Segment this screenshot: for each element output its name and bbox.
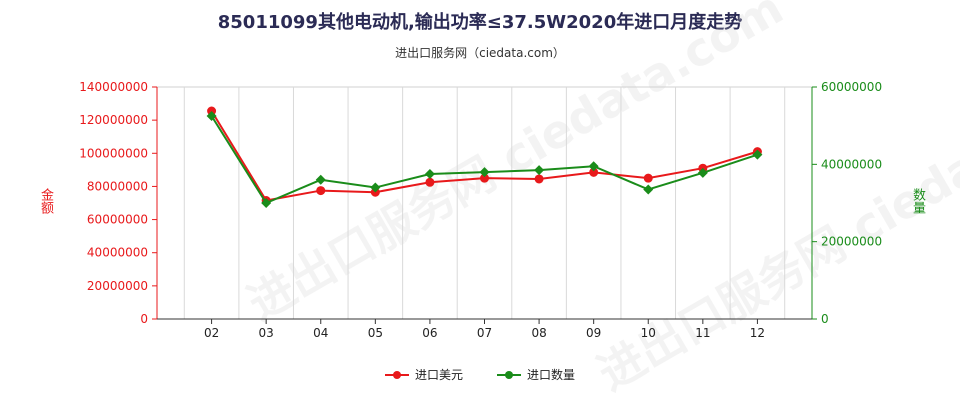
y-tick-left-label: 20000000 xyxy=(87,279,148,293)
legend-label-quantity: 进口数量 xyxy=(527,368,576,382)
legend: 进口美元 进口数量 xyxy=(0,366,960,383)
legend-label-amount: 进口美元 xyxy=(414,368,463,382)
data-point-quantity xyxy=(588,161,599,172)
y-tick-left-label: 100000000 xyxy=(79,146,148,160)
x-tick-label: 05 xyxy=(368,326,383,340)
y-tick-left-label: 60000000 xyxy=(87,213,148,227)
y-tick-right-label: 20000000 xyxy=(821,235,882,249)
y-tick-left-label: 140000000 xyxy=(79,80,148,94)
x-tick-label: 10 xyxy=(641,326,656,340)
legend-marker-amount xyxy=(384,369,409,381)
x-tick-label: 04 xyxy=(313,326,328,340)
y-tick-left-label: 120000000 xyxy=(79,113,148,127)
x-tick-label: 12 xyxy=(750,326,765,340)
data-point-amount xyxy=(534,174,544,184)
y-tick-left-label: 0 xyxy=(140,312,148,326)
data-point-amount xyxy=(589,167,599,177)
data-point-quantity xyxy=(752,149,763,160)
data-point-quantity xyxy=(206,111,217,121)
y-tick-right-label: 40000000 xyxy=(821,157,882,171)
data-point-quantity xyxy=(643,184,654,195)
legend-marker-quantity xyxy=(497,369,521,381)
x-tick-label: 07 xyxy=(477,326,492,340)
data-point-amount xyxy=(425,177,435,187)
data-point-amount xyxy=(316,186,326,196)
data-point-amount xyxy=(480,173,489,183)
x-tick-label: 03 xyxy=(259,326,274,340)
data-point-amount xyxy=(643,173,653,183)
y-axis-left-label: 金额 xyxy=(38,188,53,214)
x-tick-label: 06 xyxy=(422,326,437,340)
plot-frame xyxy=(156,86,813,320)
x-tick-label: 02 xyxy=(204,326,219,340)
chart-title: 85011099其他电动机,输出功率≤37.5W2020年进口月度走势 xyxy=(217,12,743,33)
data-point-quantity xyxy=(697,167,708,178)
legend-item-amount[interactable]: 进口美元 xyxy=(384,366,463,383)
legend-item-quantity[interactable]: 进口数量 xyxy=(497,366,575,383)
y-tick-left-label: 80000000 xyxy=(87,179,148,193)
data-point-quantity xyxy=(424,169,435,179)
data-point-quantity xyxy=(534,165,545,176)
data-point-quantity xyxy=(315,174,326,185)
y-tick-left-label: 40000000 xyxy=(87,246,148,260)
x-tick-label: 09 xyxy=(586,326,601,340)
chart-subtitle: 进出口服务网（ciedata.com） xyxy=(395,46,565,60)
data-point-quantity xyxy=(261,198,272,208)
data-point-quantity xyxy=(370,182,381,193)
y-axis-right-label: 数量 xyxy=(910,188,925,214)
y-tick-right-label: 60000000 xyxy=(821,80,882,94)
x-tick-label: 08 xyxy=(531,326,546,340)
x-tick-label: 11 xyxy=(695,326,710,340)
y-tick-right-label: 0 xyxy=(821,312,829,326)
data-point-quantity xyxy=(479,167,490,178)
